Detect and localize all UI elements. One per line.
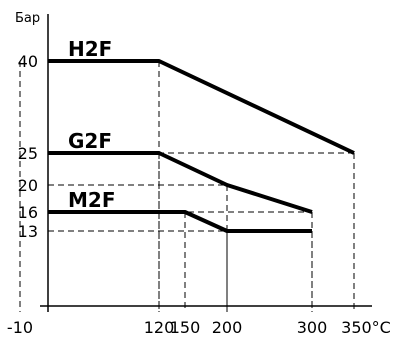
y-tick-label: 25 (18, 144, 38, 163)
axes (40, 14, 372, 312)
series-label-g2f: G2F (68, 129, 112, 153)
y-tick-label: 20 (18, 176, 38, 195)
x-tick-label: -10 (7, 318, 33, 337)
series-label-h2f: H2F (68, 37, 112, 61)
y-axis-label: Бар (15, 11, 40, 26)
series-line-g2f (48, 151, 313, 214)
x-tick-label: 150 (170, 318, 201, 337)
x-tick-label: 120 (144, 318, 175, 337)
series-label-m2f: M2F (68, 188, 115, 212)
guide-lines (19, 60, 355, 312)
x-tick-label: 300 (297, 318, 328, 337)
x-tick-label: 200 (212, 318, 243, 337)
y-tick-label: 16 (18, 203, 38, 222)
series-lines (48, 59, 355, 233)
y-tick-label: 40 (18, 52, 38, 71)
x-tick-label: 350°C (341, 318, 391, 337)
series-line-h2f (48, 59, 355, 155)
y-tick-label: 13 (18, 222, 38, 241)
series-labels: H2F G2F M2F (68, 37, 115, 212)
series-line-m2f (48, 210, 312, 233)
